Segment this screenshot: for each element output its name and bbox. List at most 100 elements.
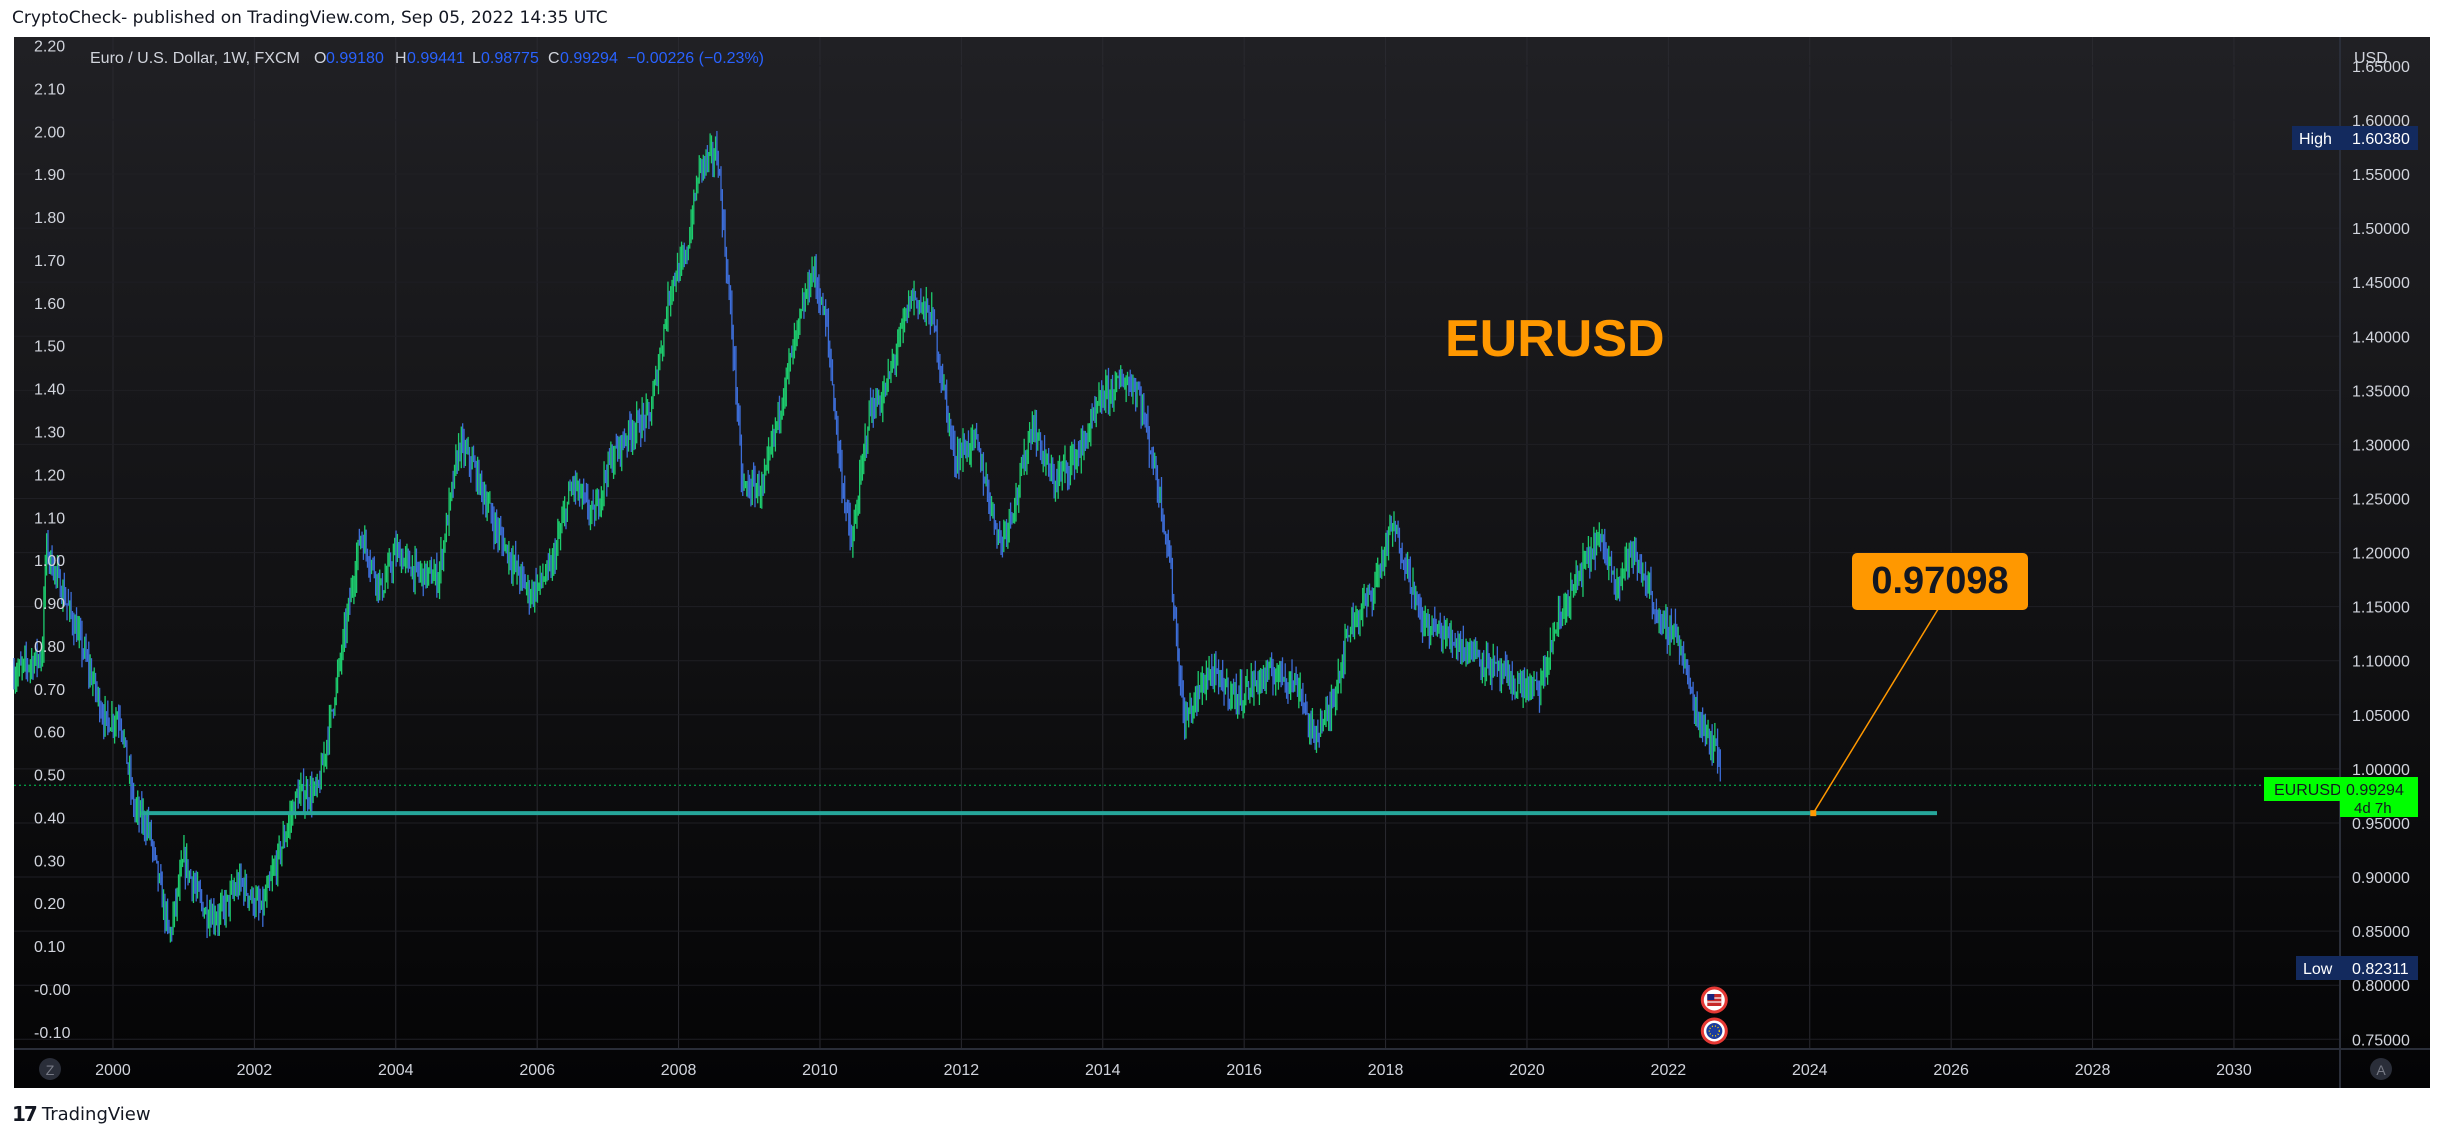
- right-axis-tick: 1.40000: [2352, 329, 2410, 346]
- callout-value: 0.97098: [1871, 560, 2008, 602]
- legend-change: −0.00226 (−0.23%): [627, 50, 764, 67]
- left-axis-tick: -0.00: [34, 982, 71, 999]
- legend-l-value: 0.98775: [481, 50, 539, 67]
- countdown: 4d 7h: [2354, 800, 2392, 817]
- left-axis-tick: 1.60: [34, 296, 65, 313]
- legend-h-label: H: [395, 50, 407, 67]
- right-axis-tick: 0.80000: [2352, 978, 2410, 995]
- chart-title-annotation[interactable]: EURUSD: [1445, 310, 1665, 368]
- auto-scale-label: A: [2376, 1062, 2386, 1078]
- left-axis-tick: 1.50: [34, 339, 65, 356]
- right-axis-tick: 0.75000: [2352, 1032, 2410, 1049]
- time-axis: 2000 2002 2004 2006 2008 2010 2012 2014 2016 2018…: [95, 1062, 2252, 1079]
- left-axis-tick: 0.90: [34, 596, 65, 613]
- publisher-line: CryptoCheck- published on TradingView.co…: [12, 8, 608, 28]
- left-scale-label: Z: [46, 1062, 55, 1078]
- high-value: 1.60380: [2352, 131, 2410, 148]
- currency-label: USD: [2354, 50, 2388, 67]
- right-axis-tick: 1.15000: [2352, 600, 2410, 617]
- callout-box: [1852, 553, 2028, 610]
- left-axis-tick: 1.30: [34, 425, 65, 442]
- callout-leader-line: [1812, 605, 1941, 814]
- left-axis-tick: 0.30: [34, 853, 65, 870]
- left-axis-tick: 0.70: [34, 682, 65, 699]
- brand-name: TradingView: [41, 1103, 151, 1125]
- left-axis-tick: 0.80: [34, 639, 65, 656]
- time-tick-label: 2022: [1651, 1062, 1687, 1079]
- price-callout[interactable]: 0.97098: [1812, 553, 2028, 814]
- time-tick-label: 2028: [2075, 1062, 2111, 1079]
- left-axis-tick: 1.70: [34, 253, 65, 270]
- low-value: 0.82311: [2352, 961, 2409, 978]
- legend-symbol: Euro / U.S. Dollar, 1W, FXCM: [90, 50, 300, 67]
- left-axis-tick: -0.10: [34, 1025, 71, 1042]
- legend-o-label: O: [314, 50, 326, 67]
- tradingview-brand[interactable]: 17 TradingView: [12, 1100, 151, 1128]
- legend-h-value: 0.99441: [407, 50, 465, 67]
- time-tick-label: 2020: [1509, 1062, 1545, 1079]
- time-tick-label: 2012: [944, 1062, 980, 1079]
- symbol-tag: EURUSD: [2274, 782, 2342, 799]
- high-label: High 1.60380: [2292, 126, 2418, 150]
- auto-scale-button[interactable]: A: [2370, 1058, 2392, 1080]
- right-axis-tick: 0.90000: [2352, 870, 2410, 887]
- right-axis-tick: 1.45000: [2352, 275, 2410, 292]
- right-price-axis: 1.65000 1.60000 1.55000 1.50000 1.45000 1.400…: [2352, 59, 2410, 1049]
- left-axis-tick: 0.40: [34, 810, 65, 827]
- time-tick-label: 2008: [661, 1062, 697, 1079]
- tradingview-logo-icon: 17: [12, 1102, 38, 1126]
- high-label-text: High: [2299, 131, 2332, 148]
- right-axis-tick: 0.85000: [2352, 924, 2410, 941]
- legend-c-label: C: [548, 50, 560, 67]
- low-label: Low 0.82311: [2296, 956, 2418, 980]
- left-axis-tick: 2.10: [34, 81, 65, 98]
- ohlc-legend: Euro / U.S. Dollar, 1W, FXCM O 0.99180 H…: [90, 50, 764, 67]
- left-axis-tick: 0.60: [34, 725, 65, 742]
- time-tick-label: 2002: [237, 1062, 273, 1079]
- low-label-text: Low: [2303, 961, 2333, 978]
- time-tick-label: 2026: [1933, 1062, 1969, 1079]
- left-axis-tick: 2.00: [34, 124, 65, 141]
- event-markers: [1700, 986, 1728, 1045]
- legend-c-value: 0.99294: [560, 50, 618, 67]
- price-series: [13, 130, 1721, 943]
- last-price-bg: [2340, 777, 2418, 817]
- chart-grid: [14, 37, 2340, 1049]
- time-tick-label: 2016: [1226, 1062, 1262, 1079]
- time-tick-label: 2000: [95, 1062, 131, 1079]
- legend-o-value: 0.99180: [326, 50, 384, 67]
- right-axis-tick: 1.50000: [2352, 221, 2410, 238]
- right-axis-tick: 1.10000: [2352, 654, 2410, 671]
- left-axis-tick: 1.80: [34, 210, 65, 227]
- right-axis-tick: 1.35000: [2352, 383, 2410, 400]
- right-axis-tick: 1.60000: [2352, 113, 2410, 130]
- time-tick-label: 2004: [378, 1062, 414, 1079]
- right-axis-tick: 1.55000: [2352, 167, 2410, 184]
- right-axis-tick: 0.95000: [2352, 816, 2410, 833]
- eu-flag-icon[interactable]: [1700, 1017, 1728, 1045]
- last-price-value: 0.99294: [2346, 782, 2404, 799]
- left-axis-tick: 1.00: [34, 553, 65, 570]
- right-axis-tick: 1.25000: [2352, 491, 2410, 508]
- left-price-axis: 2.20 2.10 2.00 1.90 1.80 1.70 1.60 1.50 1.40 1.30…: [34, 39, 71, 1042]
- left-axis-tick: 0.50: [34, 768, 65, 785]
- time-tick-label: 2018: [1368, 1062, 1404, 1079]
- time-tick-label: 2014: [1085, 1062, 1121, 1079]
- time-tick-label: 2030: [2216, 1062, 2252, 1079]
- right-axis-tick: 1.00000: [2352, 762, 2410, 779]
- left-axis-tick: 0.20: [34, 896, 65, 913]
- left-scale-button[interactable]: Z: [39, 1058, 61, 1080]
- us-flag-icon[interactable]: [1700, 986, 1728, 1014]
- left-axis-tick: 1.90: [34, 167, 65, 184]
- right-axis-tick: 1.30000: [2352, 437, 2410, 454]
- legend-l-label: L: [472, 50, 481, 67]
- left-axis-tick: 0.10: [34, 939, 65, 956]
- left-axis-tick: 1.40: [34, 382, 65, 399]
- right-axis-tick: 1.20000: [2352, 546, 2410, 563]
- support-line-group: [14, 784, 2340, 817]
- time-tick-label: 2024: [1792, 1062, 1828, 1079]
- low-label-bg: [2296, 956, 2418, 980]
- last-price-tag: EURUSD 0.99294 4d 7h: [2264, 777, 2418, 817]
- left-axis-tick: 1.20: [34, 467, 65, 484]
